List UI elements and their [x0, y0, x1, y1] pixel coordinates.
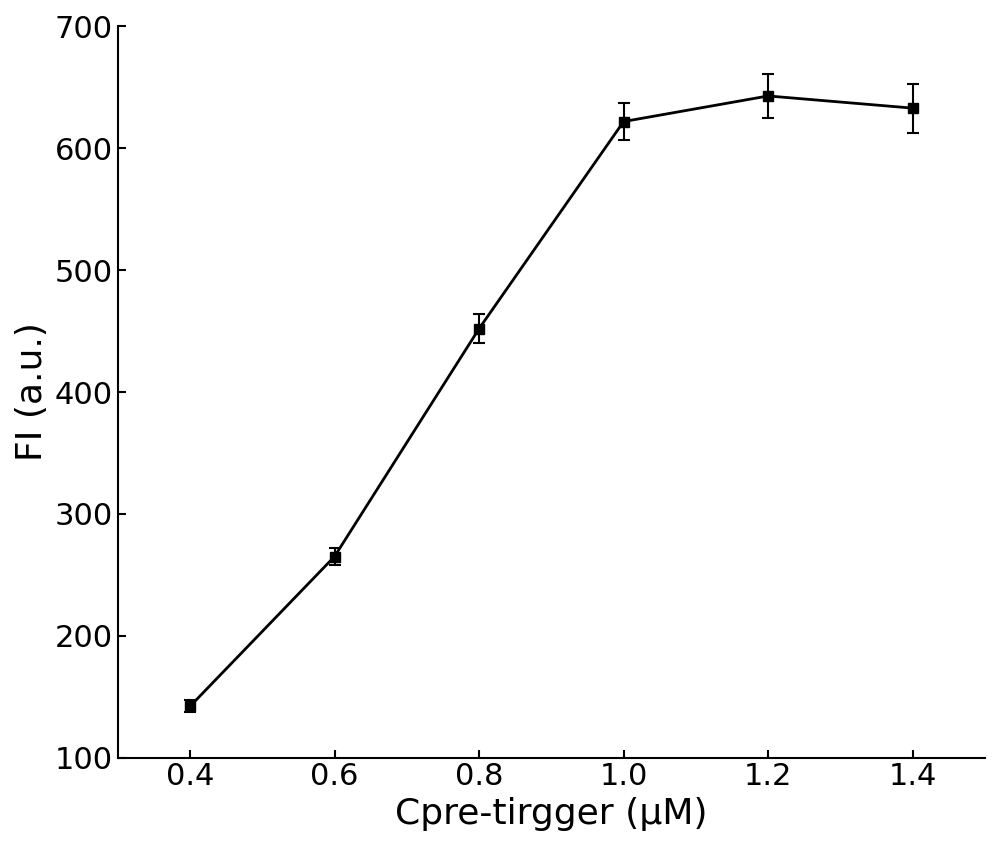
X-axis label: Cpre-tirgger (μM): Cpre-tirgger (μM) [395, 797, 708, 831]
Y-axis label: FI (a.u.): FI (a.u.) [15, 322, 49, 461]
